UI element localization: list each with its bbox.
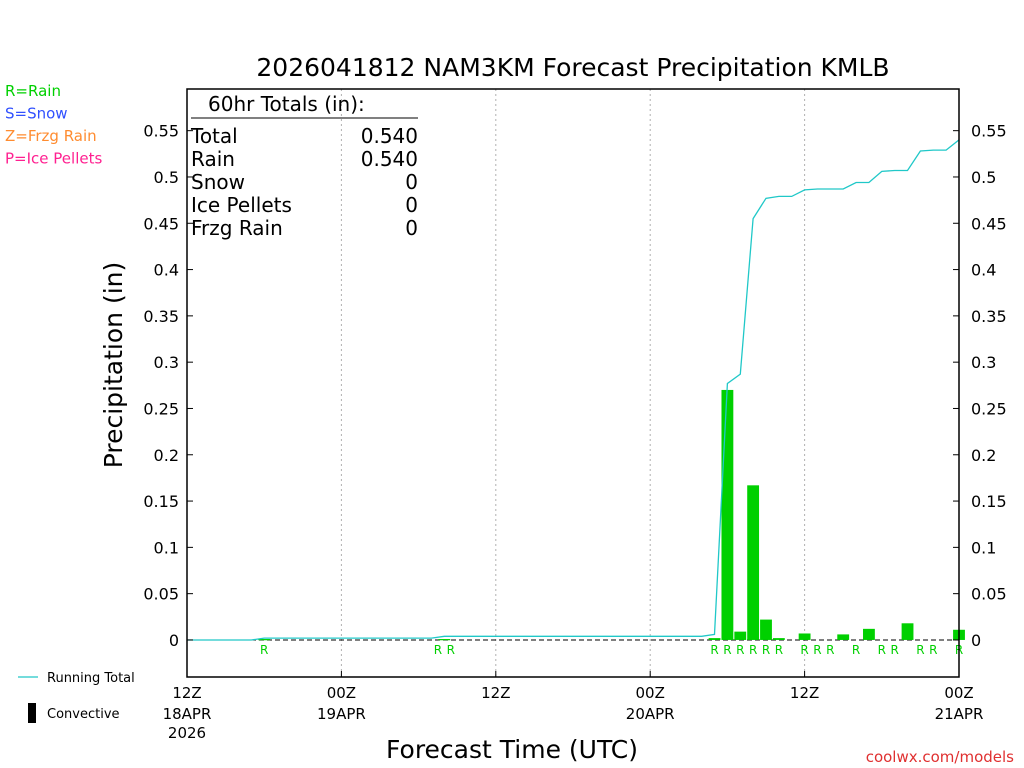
precip-type-marker: R <box>775 643 783 657</box>
y-tick-label-left: 0.25 <box>143 399 179 418</box>
y-tick-label-right: 0.25 <box>971 399 1007 418</box>
y-tick-label-left: 0.05 <box>143 585 179 604</box>
y-tick-label-left: 0.35 <box>143 307 179 326</box>
precip-bar <box>438 639 451 641</box>
x-tick-date: 18APR <box>163 705 212 723</box>
precip-type-marker: R <box>890 643 898 657</box>
totals-row-value: 0 <box>405 170 418 194</box>
precip-bar <box>772 638 785 640</box>
y-tick-label-left: 0.45 <box>143 214 179 233</box>
plot-area: R R R R R R R R R R R R R R R R R R0 00.05 0.050.1 0.10.15 0.… <box>143 88 1007 742</box>
precip-type-marker: R <box>916 643 924 657</box>
type-legend-item: P=Ice Pellets <box>5 150 102 168</box>
precip-bar <box>863 628 875 640</box>
x-axis-label: Forecast Time (UTC) <box>386 735 638 764</box>
precip-type-marker: R <box>710 643 718 657</box>
precip-type-marker: R <box>813 643 821 657</box>
totals-row-value: 0 <box>405 216 418 240</box>
precip-bar <box>747 485 760 640</box>
precip-bar <box>708 638 721 640</box>
y-tick-label-left: 0.2 <box>154 446 179 465</box>
precip-bar <box>734 631 747 640</box>
y-tick-label-right: 0.5 <box>971 168 996 187</box>
x-tick-date: 20APR <box>626 705 675 723</box>
credit-text: coolwx.com/models <box>866 748 1014 766</box>
y-tick-label-left: 0.15 <box>143 492 179 511</box>
y-tick-label-right: 0.1 <box>971 538 996 557</box>
x-tick-date: 21APR <box>935 705 984 723</box>
y-tick-label-left: 0.3 <box>154 353 179 372</box>
totals-header: 60hr Totals (in): <box>208 92 365 116</box>
series-legend-item: Convective <box>47 707 120 722</box>
totals-row-value: 0.540 <box>361 147 418 171</box>
y-tick-label-left: 0.1 <box>154 538 179 557</box>
precip-bar <box>837 634 850 640</box>
type-legend-item: Z=Frzg Rain <box>5 127 97 145</box>
y-tick-label-right: 0.35 <box>971 307 1007 326</box>
y-tick-label-right: 0.45 <box>971 214 1007 233</box>
plot-frame <box>186 88 960 678</box>
precip-bar <box>798 633 811 640</box>
type-legend-item: R=Rain <box>5 82 61 100</box>
totals-row-label: Rain <box>191 147 235 171</box>
totals-row-label: Total <box>190 124 238 148</box>
y-tick-label-left: 0 <box>169 631 179 650</box>
totals-row-label: Frzg Rain <box>191 216 283 240</box>
precip-type-marker: R <box>749 643 757 657</box>
precip-type-marker: R <box>929 643 937 657</box>
series-legend-item: Running Total <box>47 671 135 686</box>
y-tick-label-right: 0.15 <box>971 492 1007 511</box>
y-tick-label-right: 0.05 <box>971 585 1007 604</box>
precip-type-marker: R <box>826 643 834 657</box>
y-tick-label-right: 0.3 <box>971 353 996 372</box>
type-legend-item: S=Snow <box>5 105 68 123</box>
totals-row-value: 0.540 <box>361 124 418 148</box>
y-tick-label-left: 0.4 <box>154 261 179 280</box>
y-tick-label-left: 0.55 <box>143 122 179 141</box>
series-legend: Running Total Convective <box>18 671 135 723</box>
precip-type-marker: R <box>852 643 860 657</box>
x-tick-label: 12Z <box>790 684 819 702</box>
x-tick-label: 12Z <box>481 684 510 702</box>
precip-type-marker: R <box>736 643 744 657</box>
chart-title: 2026041812 NAM3KM Forecast Precipitation… <box>256 53 889 82</box>
y-tick-label-right: 0.55 <box>971 122 1007 141</box>
y-tick-label-right: 0.4 <box>971 261 996 280</box>
totals-row-value: 0 <box>405 193 418 217</box>
type-legend: R=Rain S=Snow Z=Frzg Rain P=Ice Pellets <box>5 82 102 168</box>
precip-bar <box>721 389 734 640</box>
precip-type-marker: R <box>800 643 808 657</box>
x-tick-year: 2026 <box>168 724 206 742</box>
precip-bar <box>760 619 772 640</box>
y-tick-label-right: 0 <box>971 631 981 650</box>
convective-swatch <box>28 703 36 723</box>
y-tick-label-right: 0.2 <box>971 446 996 465</box>
x-tick-label: 00Z <box>327 684 356 702</box>
precip-type-marker: R <box>762 643 770 657</box>
precip-bar <box>901 623 914 640</box>
totals-row-label: Ice Pellets <box>191 193 292 217</box>
x-tick-label: 00Z <box>944 684 973 702</box>
precip-type-marker: R <box>260 643 268 657</box>
y-tick-label-left: 0.5 <box>154 168 179 187</box>
precip-bar <box>258 639 271 641</box>
precip-type-marker: R <box>878 643 886 657</box>
running-total-line <box>187 139 960 641</box>
x-tick-date: 19APR <box>317 705 366 723</box>
y-axis-label: Precipitation (in) <box>99 262 128 469</box>
precip-type-marker: R <box>723 643 731 657</box>
totals-row-label: Snow <box>191 170 245 194</box>
precip-type-marker: R <box>447 643 455 657</box>
precip-type-marker: R <box>434 643 442 657</box>
x-tick-label: 00Z <box>636 684 665 702</box>
x-tick-label: 12Z <box>172 684 201 702</box>
